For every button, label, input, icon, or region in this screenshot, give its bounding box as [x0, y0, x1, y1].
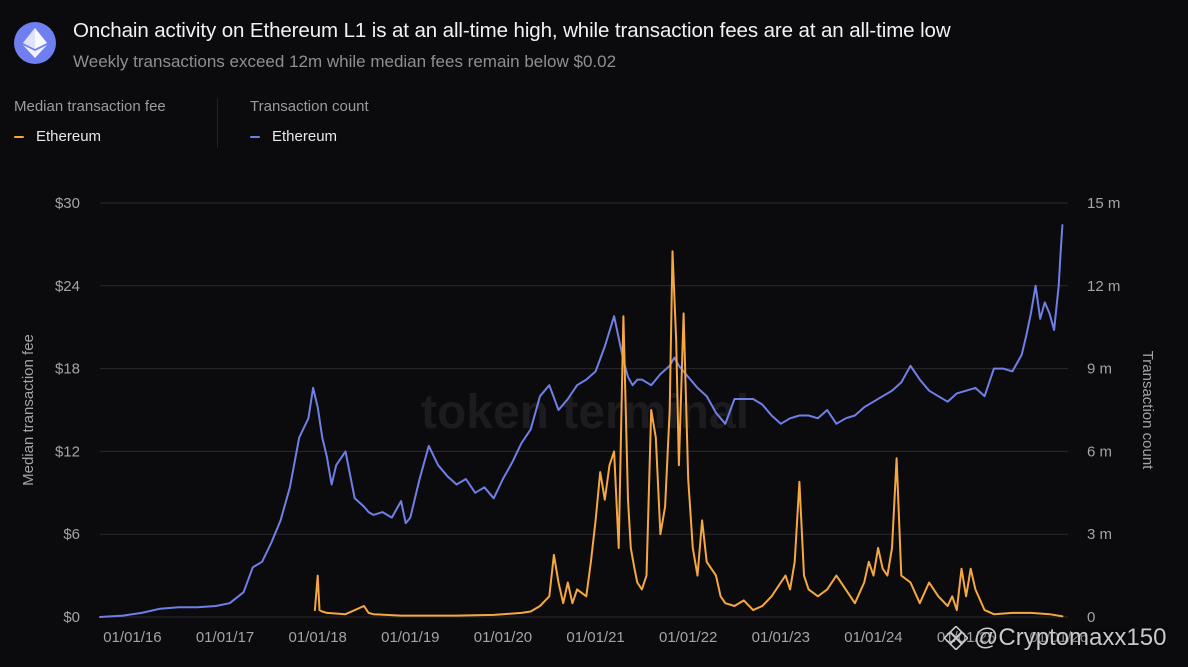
y-left-tick-label: $24 — [55, 278, 80, 295]
credit-watermark: @Cryptomaxx150 — [944, 624, 1166, 652]
y-right-tick-label: 12 m — [1087, 278, 1120, 295]
y-left-tick-label: $12 — [55, 443, 80, 460]
y-right-axis-label: Transaction count — [1139, 351, 1156, 471]
y-right-tick-label: 9 m — [1087, 361, 1112, 378]
x-tick-label: 01/01/20 — [474, 629, 532, 646]
y-left-axis-label: Median transaction fee — [20, 334, 37, 486]
x-tick-label: 01/01/22 — [659, 629, 717, 646]
ethereum-diamond-icon — [23, 28, 47, 58]
series-line-transaction-count-ethereum — [99, 224, 1064, 618]
legend-divider — [217, 98, 218, 148]
y-right-tick-label: 15 m — [1087, 195, 1120, 212]
legend-swatch-fee — [14, 135, 24, 138]
grid-layer — [100, 202, 1068, 618]
y-left-tick-label: $30 — [55, 195, 80, 212]
legend-right-title: Transaction count — [250, 98, 369, 115]
legend-left-group: Median transaction fee Ethereum — [14, 98, 166, 145]
ethereum-logo — [14, 22, 56, 64]
x-tick-label: 01/01/24 — [844, 629, 902, 646]
x-tick-label: 01/01/19 — [381, 629, 439, 646]
y-left-tick-label: $18 — [55, 361, 80, 378]
series-layer — [99, 224, 1064, 618]
binance-icon — [944, 626, 968, 650]
y-right-tick-label: 6 m — [1087, 443, 1112, 460]
x-tick-label: 01/01/17 — [196, 629, 254, 646]
x-tick-label: 01/01/23 — [752, 629, 810, 646]
x-tick-label: 01/01/26 — [1030, 629, 1088, 646]
x-tick-label: 01/01/21 — [566, 629, 624, 646]
legend-right-item-label: Ethereum — [272, 128, 338, 145]
legend-swatch-count — [250, 135, 260, 138]
chart-title: Onchain activity on Ethereum L1 is at an… — [73, 19, 951, 42]
series-line-median-fee-ethereum — [313, 250, 1064, 618]
legend-item-count-ethereum[interactable]: Ethereum — [250, 128, 369, 145]
legend-item-fee-ethereum[interactable]: Ethereum — [14, 128, 166, 145]
y-right-tick-label: 0 — [1087, 609, 1095, 626]
legend-left-item-label: Ethereum — [36, 128, 102, 145]
legend-right-group: Transaction count Ethereum — [250, 98, 369, 145]
x-tick-label: 01/01/16 — [103, 629, 161, 646]
credit-text: @Cryptomaxx150 — [974, 624, 1167, 651]
y-left-tick-label: $6 — [63, 526, 80, 543]
y-left-tick-label: $0 — [63, 609, 80, 626]
x-tick-label: 01/01/18 — [288, 629, 346, 646]
watermark-text: token terminal — [421, 386, 749, 439]
y-right-tick-label: 3 m — [1087, 526, 1112, 543]
chart-subtitle: Weekly transactions exceed 12m while med… — [73, 52, 617, 71]
legend-left-title: Median transaction fee — [14, 98, 166, 115]
